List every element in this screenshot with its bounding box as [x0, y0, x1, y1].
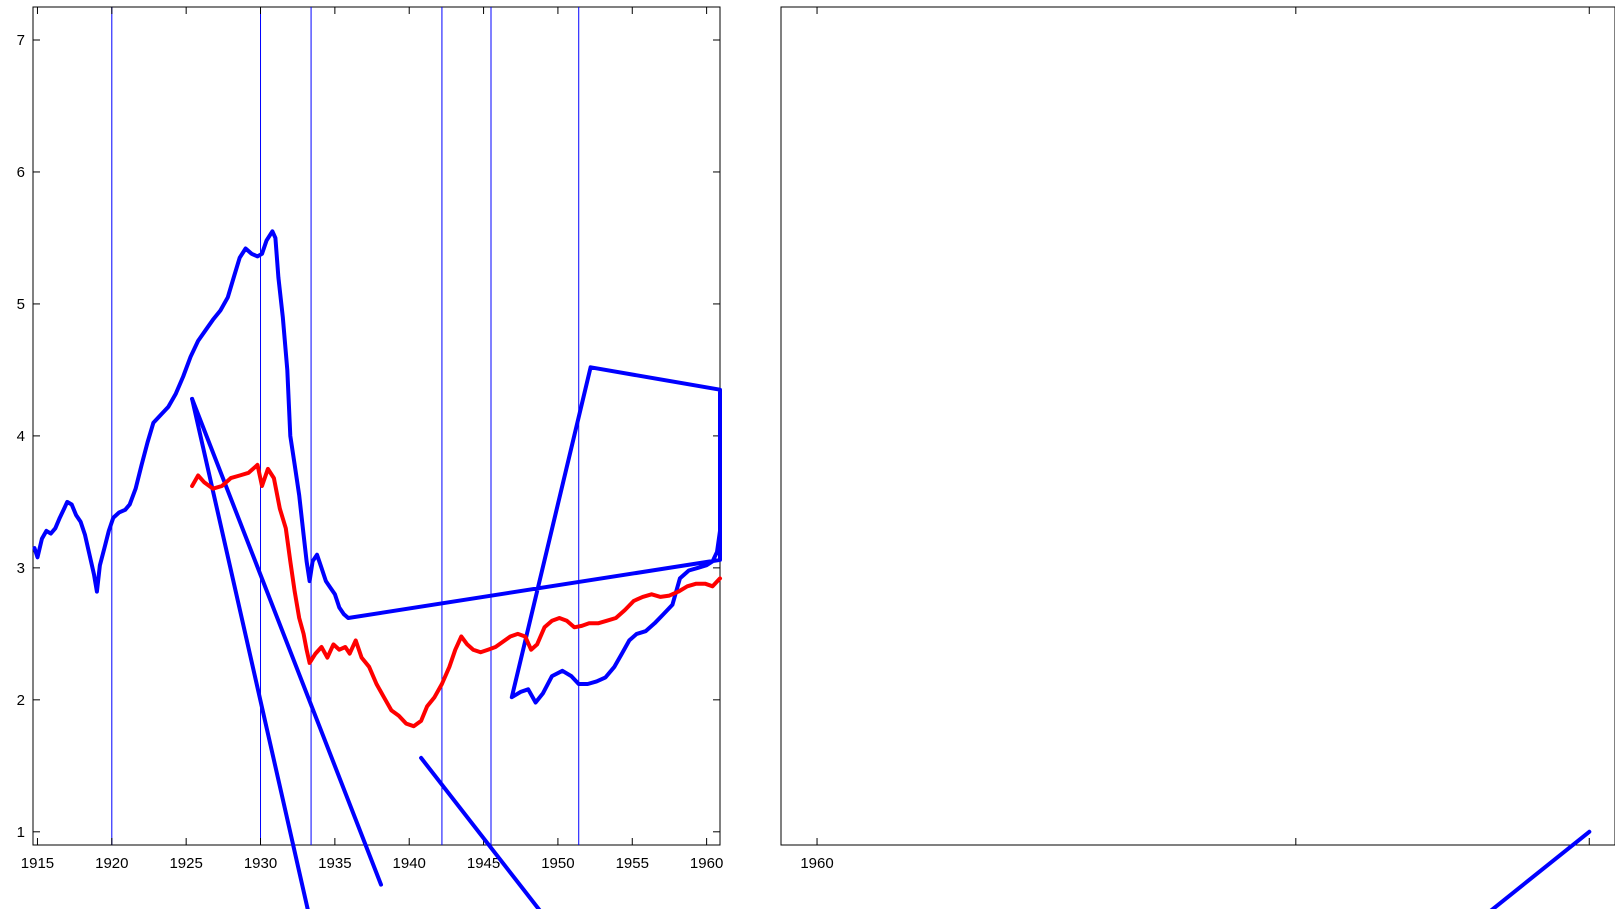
x-tick-label: 1915	[21, 855, 54, 872]
blue-series-line	[190, 396, 383, 887]
x-tick-label: 1960	[800, 855, 833, 872]
left-series-group	[32, 229, 722, 909]
y-tick-label: 3	[17, 560, 25, 577]
y-tick-label: 2	[17, 692, 25, 709]
x-tick-label: 1920	[95, 855, 128, 872]
x-tick-label: 1930	[244, 855, 277, 872]
y-tick-label: 5	[17, 296, 25, 313]
left-plot-panel: 1915 1920 1925 1930 1935 1940 1945 1950 1955 1960…	[17, 6, 723, 909]
right-series-group	[1489, 829, 1592, 909]
x-tick-label: 1925	[169, 855, 202, 872]
left-plot-frame	[32, 6, 721, 846]
blue-series-line	[419, 755, 542, 909]
x-tick-label: 1940	[393, 855, 426, 872]
y-tick-label: 4	[17, 428, 25, 445]
vertical-marker-lines	[111, 7, 580, 845]
x-tick-label: 1945	[467, 855, 500, 872]
x-tick-label: 1935	[318, 855, 351, 872]
x-tick-label: 1955	[616, 855, 649, 872]
y-tick-label: 7	[17, 32, 25, 49]
red-series-line	[190, 462, 722, 729]
x-tick-label: 1960	[690, 855, 723, 872]
y-tick-label: 1	[17, 824, 25, 841]
blue-series-line	[1489, 829, 1592, 909]
y-tick-label: 6	[17, 164, 25, 181]
x-tick-label: 1950	[541, 855, 574, 872]
right-plot-panel: 1960	[780, 6, 1615, 909]
right-axis-ticks: 1960	[800, 7, 1590, 872]
blue-series-line	[32, 229, 722, 705]
right-plot-frame	[780, 6, 1615, 846]
left-axis-ticks: 1915 1920 1925 1930 1935 1940 1945 1950 1955 1960…	[17, 7, 723, 872]
